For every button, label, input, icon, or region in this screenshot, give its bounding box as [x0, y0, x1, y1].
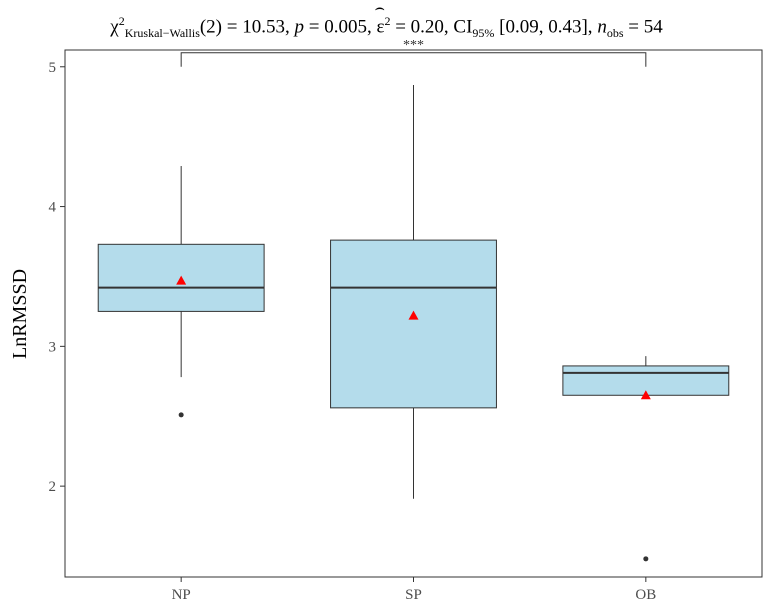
significance-label-0: ***: [403, 38, 424, 53]
y-axis-label: LnRMSSD: [9, 269, 31, 359]
ci-subscript: 95%: [472, 26, 495, 41]
y-tick-label-3: 3: [49, 339, 57, 355]
epsilon-superscript: 2: [384, 14, 391, 28]
eps-text: = 0.20, CI: [390, 16, 473, 38]
significance-bracket-0: [180, 52, 647, 67]
epsilon-symbol: ε: [376, 16, 385, 38]
mean-marker-np: [176, 275, 187, 285]
y-tick-label-4: 4: [49, 200, 57, 216]
df-text: (2) = 10.53,: [199, 16, 295, 38]
n-text: = 54: [623, 16, 663, 38]
outlier-point-ob-0: [643, 556, 649, 562]
chi-symbol: χ: [110, 16, 119, 38]
y-tick-label-2: 2: [49, 479, 57, 495]
x-tick-label-sp: SP: [405, 587, 422, 603]
p-text: = 0.005,: [303, 16, 377, 38]
chi-superscript: 2: [118, 14, 125, 28]
chi-subscript: Kruskal−Wallis: [124, 26, 200, 41]
ci-text: [0.09, 0.43],: [494, 16, 598, 38]
axis-layer: 2 3 4 5 NP SP OB: [49, 60, 657, 603]
outlier-point-np-0: [178, 412, 184, 418]
x-tick-label-ob: OB: [635, 587, 656, 603]
n-label: n: [597, 16, 607, 38]
chart-title: χ2Kruskal−Wallis(2) = 10.53, p = 0.005, …: [0, 0, 773, 41]
mean-marker-ob: [640, 390, 651, 400]
x-tick-label-np: NP: [172, 587, 191, 603]
box-sp: [330, 239, 497, 409]
mean-marker-sp: [408, 310, 419, 320]
plot-layer: ***: [97, 38, 730, 562]
p-label: p: [294, 16, 304, 38]
y-tick-label-5: 5: [49, 60, 57, 76]
epsilon-hat: ε2: [374, 0, 391, 38]
n-subscript: obs: [606, 26, 624, 41]
